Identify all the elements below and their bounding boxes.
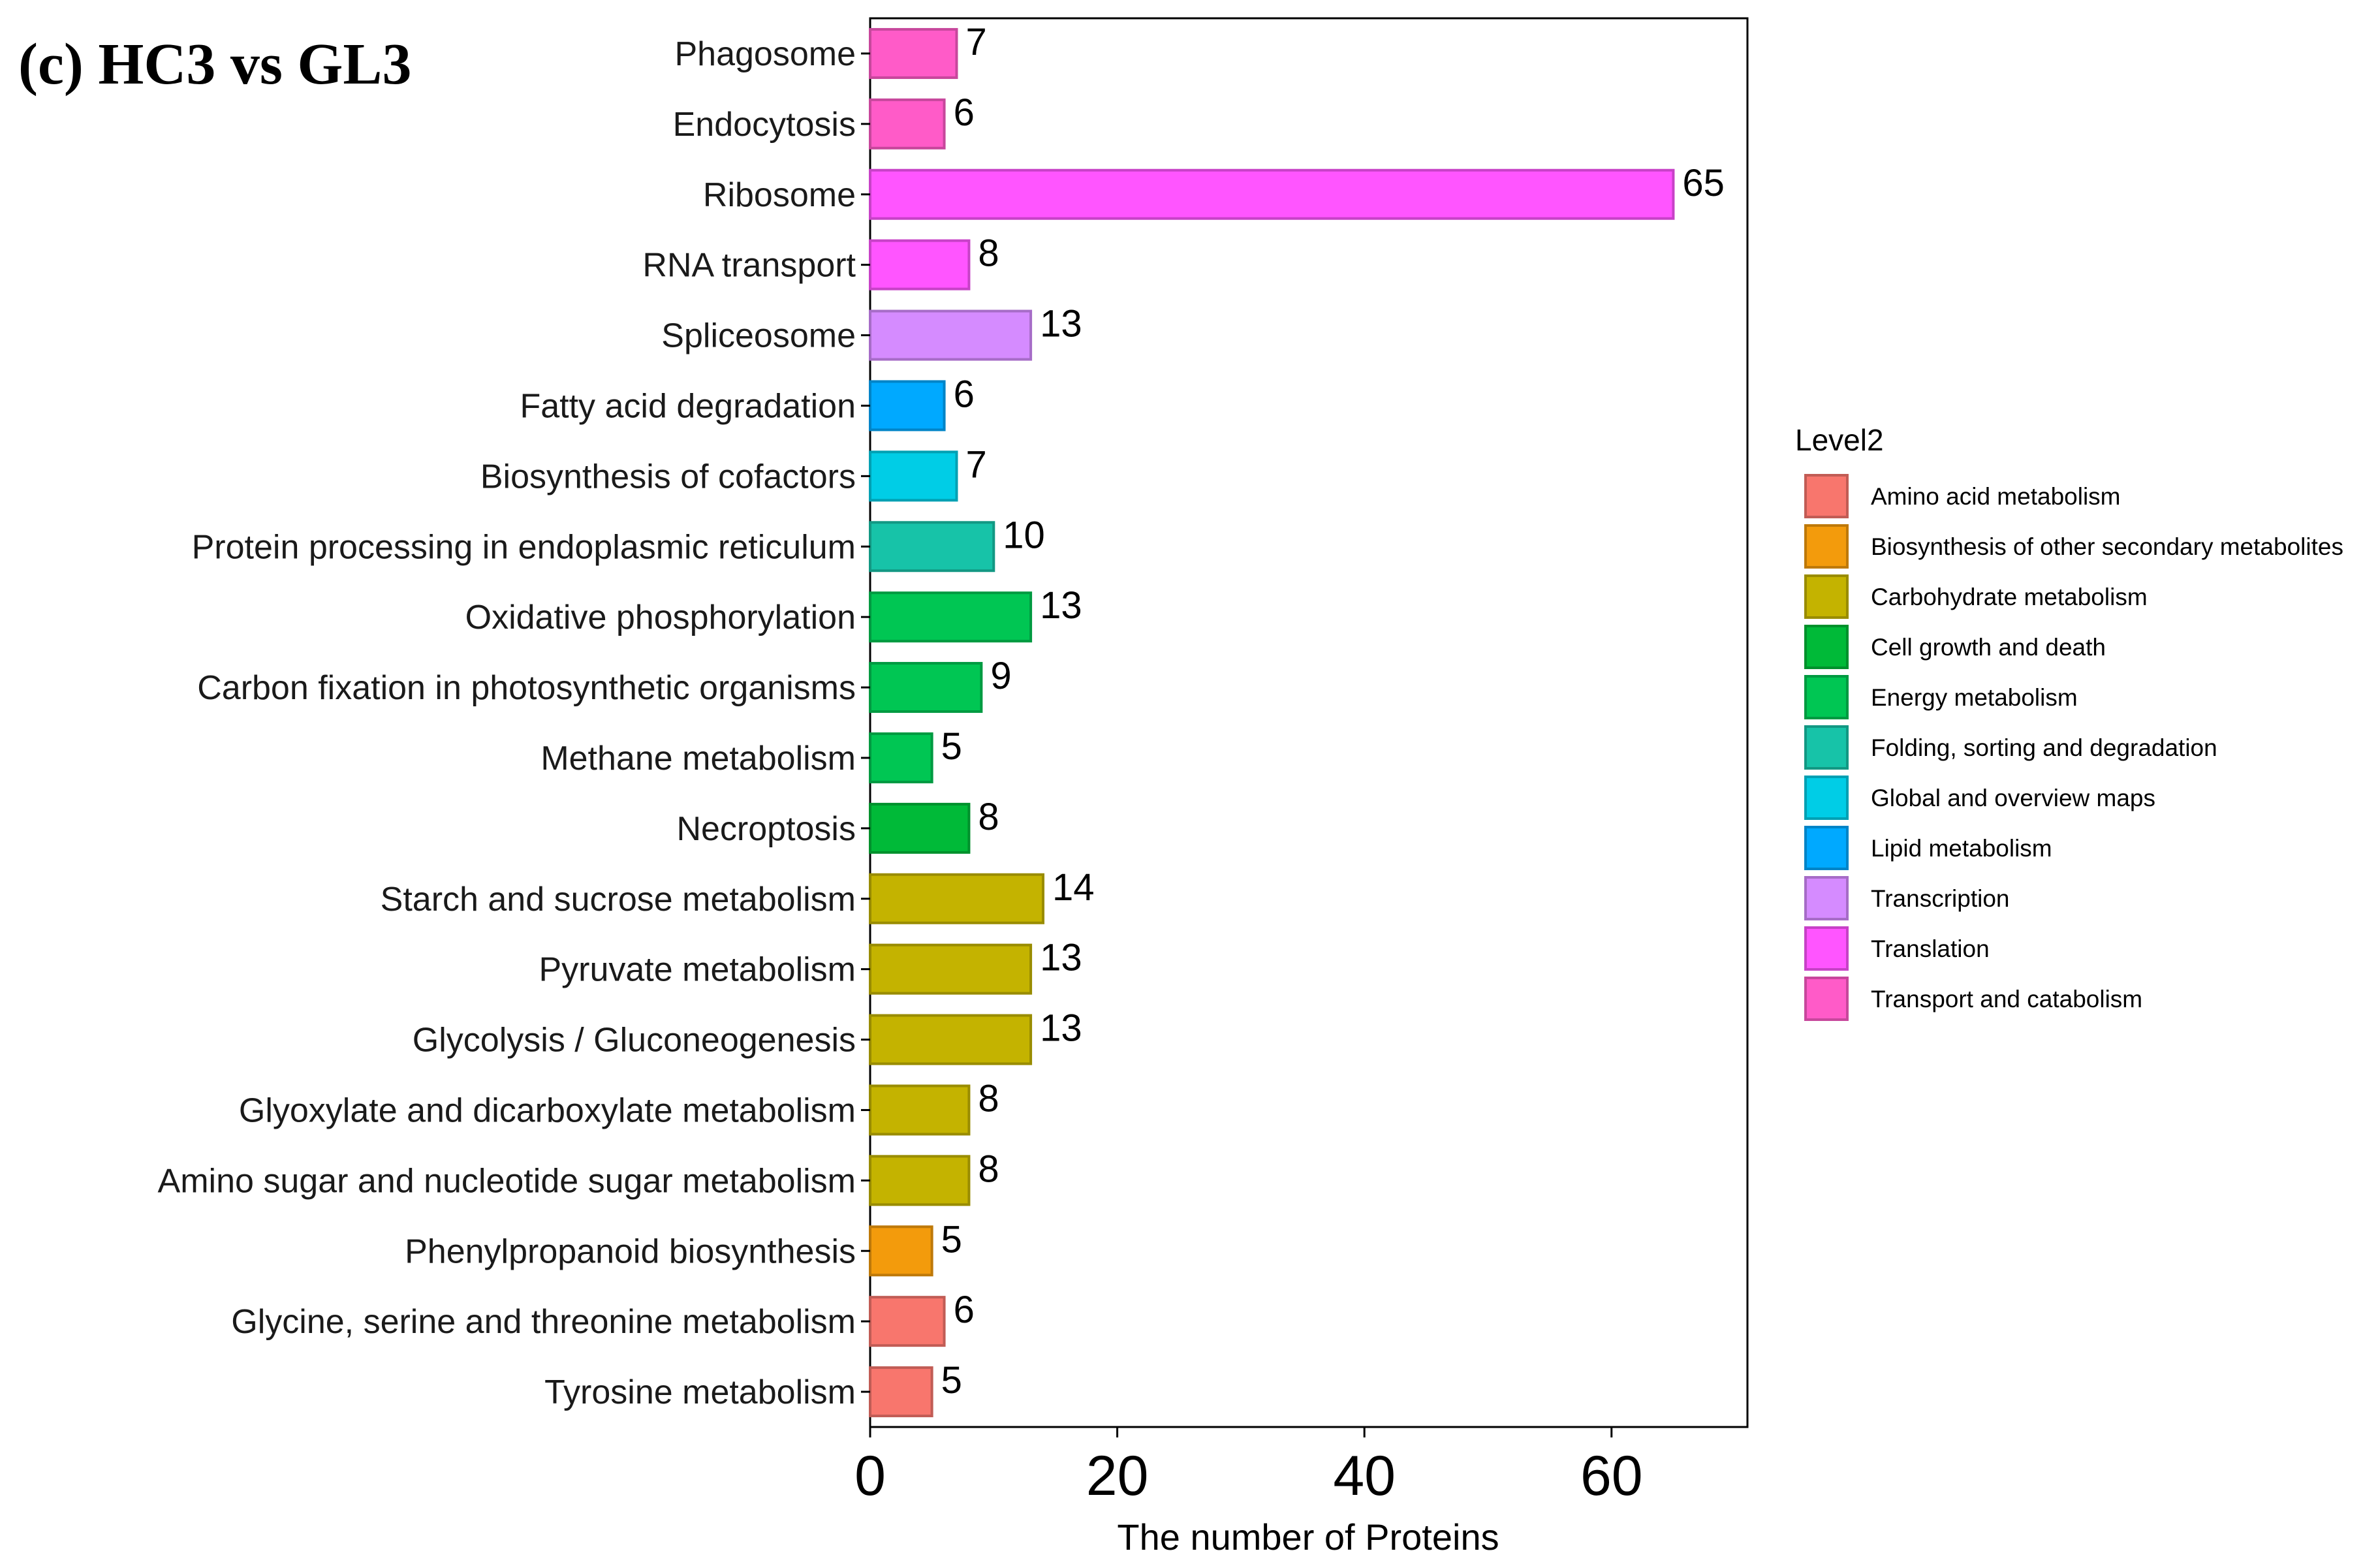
bar — [869, 943, 1033, 995]
value-label: 8 — [978, 796, 999, 838]
category-label: Glycolysis / Gluconeogenesis — [413, 1022, 856, 1059]
category-label: Tyrosine metabolism — [544, 1373, 856, 1411]
legend-label: Transport and catabolism — [1871, 986, 2142, 1012]
category-label: Fatty acid degradation — [520, 387, 856, 425]
value-label: 14 — [1052, 866, 1095, 909]
legend-swatch — [1804, 524, 1849, 569]
legend-label: Amino acid metabolism — [1871, 483, 2120, 510]
bar — [869, 662, 983, 713]
category-label: Glyoxylate and dicarboxylate metabolism — [239, 1091, 856, 1129]
bar — [869, 1225, 933, 1277]
value-label: 8 — [978, 1077, 999, 1120]
x-axis-title: The number of Proteins — [1117, 1516, 1499, 1558]
x-tick-label: 60 — [1580, 1445, 1643, 1507]
legend-swatch — [1804, 725, 1849, 770]
bar — [869, 521, 995, 572]
bar — [869, 1155, 971, 1206]
legend-swatch — [1804, 876, 1849, 920]
category-label: Amino sugar and nucleotide sugar metabol… — [158, 1162, 856, 1200]
value-label: 13 — [1040, 1007, 1082, 1050]
value-label: 65 — [1682, 162, 1725, 204]
legend-label: Cell growth and death — [1871, 634, 2106, 661]
legend-label: Transcription — [1871, 885, 2009, 912]
category-label: Spliceosome — [661, 317, 856, 355]
panel-title: (c) HC3 vs GL3 — [18, 32, 411, 97]
bar — [869, 450, 958, 502]
bar — [869, 732, 933, 783]
value-label: 6 — [954, 373, 975, 415]
legend: Level2 Amino acid metabolism Biosynthesis… — [1795, 423, 2343, 1021]
value-label: 13 — [1040, 937, 1082, 979]
value-label: 5 — [941, 1218, 962, 1261]
value-label: 6 — [954, 1289, 975, 1331]
legend-swatch — [1804, 977, 1849, 1021]
legend-swatch — [1804, 574, 1849, 619]
value-label: 13 — [1040, 584, 1082, 627]
x-tick-label: 20 — [1086, 1445, 1149, 1507]
bar — [869, 1366, 933, 1418]
category-label: Protein processing in endoplasmic reticu… — [192, 528, 856, 566]
bar — [869, 1296, 946, 1347]
value-label: 8 — [978, 232, 999, 275]
category-label: RNA transport — [642, 247, 856, 285]
bar — [869, 380, 946, 431]
legend-swatch — [1804, 675, 1849, 719]
legend-label: Lipid metabolism — [1871, 835, 2052, 862]
bar — [869, 309, 1033, 361]
value-label: 5 — [941, 725, 962, 768]
category-label: Starch and sucrose metabolism — [381, 881, 856, 918]
value-label: 5 — [941, 1359, 962, 1402]
category-label: Ribosome — [703, 176, 856, 214]
category-label: Pyruvate metabolism — [539, 951, 856, 989]
legend-label: Biosynthesis of other secondary metaboli… — [1871, 533, 2343, 560]
legend-title: Level2 — [1795, 423, 1884, 457]
category-label: Phagosome — [674, 35, 856, 73]
value-label: 9 — [990, 655, 1011, 697]
bar — [869, 1014, 1033, 1065]
value-label: 6 — [954, 91, 975, 134]
x-tick-label: 40 — [1333, 1445, 1396, 1507]
legend-label: Global and overview maps — [1871, 785, 2155, 811]
legend-label: Folding, sorting and degradation — [1871, 734, 2217, 761]
legend-swatch — [1804, 926, 1849, 971]
value-label: 7 — [966, 443, 987, 486]
legend-label: Translation — [1871, 935, 1990, 962]
bar — [869, 98, 946, 149]
bar — [869, 802, 971, 854]
legend-swatch — [1804, 625, 1849, 669]
legend-swatch — [1804, 474, 1849, 518]
value-label: 10 — [1003, 514, 1045, 556]
bar — [869, 27, 958, 79]
bar — [869, 168, 1675, 220]
value-label: 7 — [966, 21, 987, 63]
legend-swatch — [1804, 776, 1849, 820]
legend-label: Carbohydrate metabolism — [1871, 584, 2148, 610]
legend-label: Energy metabolism — [1871, 684, 2078, 711]
category-label: Biosynthesis of cofactors — [480, 458, 856, 495]
value-label: 13 — [1040, 303, 1082, 345]
value-label: 8 — [978, 1148, 999, 1190]
category-label: Carbon fixation in photosynthetic organi… — [197, 669, 856, 707]
bar — [869, 873, 1045, 924]
bar — [869, 239, 971, 290]
bar — [869, 591, 1033, 643]
plot-border — [869, 17, 1749, 1428]
category-label: Phenylpropanoid biosynthesis — [405, 1232, 856, 1270]
category-label: Methane metabolism — [540, 740, 856, 777]
category-label: Oxidative phosphorylation — [465, 599, 856, 636]
legend-swatch — [1804, 826, 1849, 870]
bar — [869, 1084, 971, 1136]
category-label: Endocytosis — [673, 106, 856, 144]
x-tick-label: 0 — [854, 1445, 886, 1507]
category-label: Glycine, serine and threonine metabolism — [231, 1303, 856, 1341]
category-label: Necroptosis — [676, 810, 856, 848]
